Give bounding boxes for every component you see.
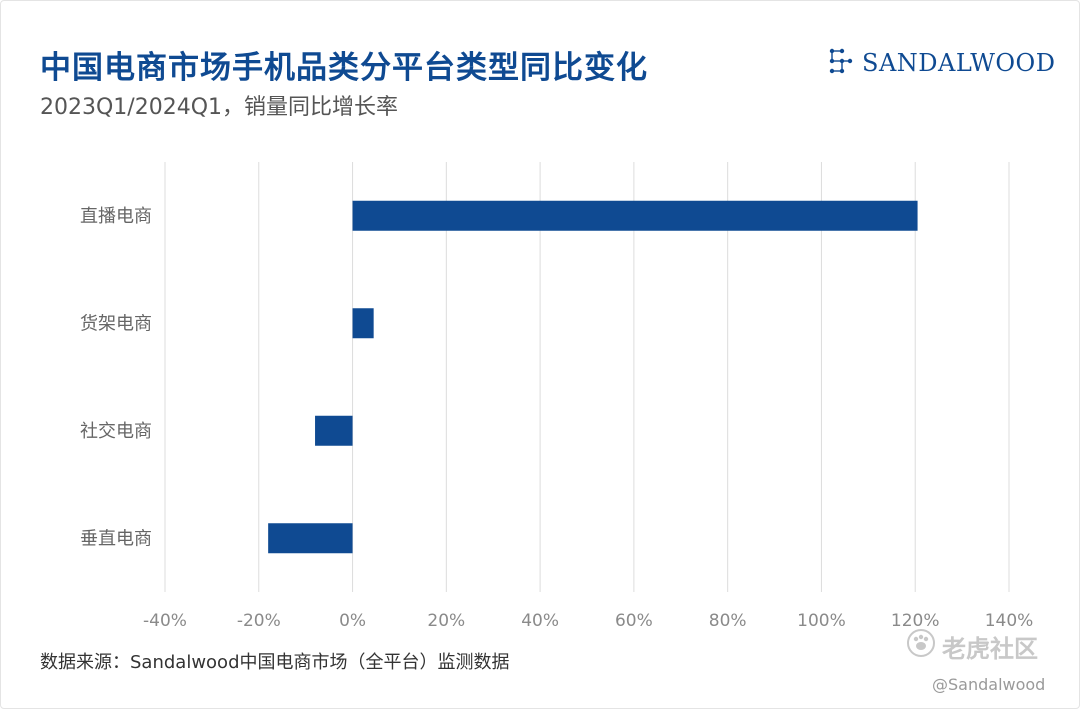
x-tick-label: 60% bbox=[615, 611, 653, 631]
brand-name: SANDALWOOD bbox=[862, 49, 1056, 77]
category-label: 直播电商 bbox=[80, 206, 152, 227]
x-tick-label: 120% bbox=[891, 611, 940, 631]
chart-title: 中国电商市场手机品类分平台类型同比变化 bbox=[40, 50, 648, 86]
category-label: 社交电商 bbox=[80, 421, 152, 442]
constellation-logo-icon bbox=[828, 46, 854, 80]
bars bbox=[268, 200, 918, 554]
x-tick-label: 80% bbox=[709, 611, 747, 631]
x-tick-labels: -40% -20% 0% 20% 40% 60% 80% 100% 120% 140% bbox=[143, 611, 1033, 631]
bar-2 bbox=[352, 308, 374, 339]
category-label: 货架电商 bbox=[80, 313, 152, 334]
tiger-paw-icon bbox=[906, 628, 936, 664]
x-tick-label: 20% bbox=[427, 611, 465, 631]
watermark: 老虎社区 bbox=[906, 628, 1038, 664]
x-tick-label: 0% bbox=[339, 611, 366, 631]
data-source-note: 数据来源：Sandalwood中国电商市场（全平台）监测数据 bbox=[40, 652, 510, 673]
watermark-text: 老虎社区 bbox=[942, 634, 1038, 663]
x-tick-label: 140% bbox=[985, 611, 1034, 631]
bar-1 bbox=[352, 200, 918, 231]
brand-logo: SANDALWOOD bbox=[828, 47, 1055, 79]
bar-4 bbox=[268, 523, 353, 554]
x-tick-label: -20% bbox=[237, 611, 281, 631]
x-tick-label: 40% bbox=[521, 611, 559, 631]
author-handle: @Sandalwood bbox=[932, 675, 1046, 694]
x-tick-label: -40% bbox=[143, 611, 187, 631]
category-label: 垂直电商 bbox=[80, 528, 152, 549]
x-tick-label: 100% bbox=[797, 611, 846, 631]
grid-lines bbox=[164, 162, 1010, 592]
chart-subtitle: 2023Q1/2024Q1，销量同比增长率 bbox=[40, 95, 399, 120]
bar-3 bbox=[315, 415, 353, 446]
